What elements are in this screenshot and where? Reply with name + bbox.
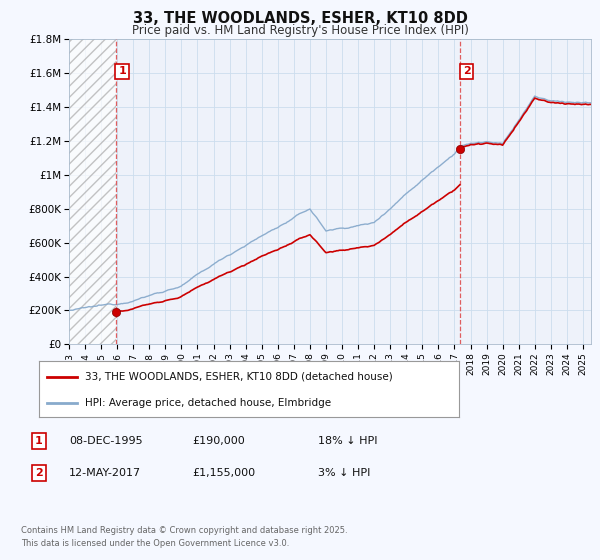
Text: 1: 1 bbox=[118, 67, 126, 76]
Text: £190,000: £190,000 bbox=[192, 436, 245, 446]
Text: 33, THE WOODLANDS, ESHER, KT10 8DD: 33, THE WOODLANDS, ESHER, KT10 8DD bbox=[133, 11, 467, 26]
Text: Price paid vs. HM Land Registry's House Price Index (HPI): Price paid vs. HM Land Registry's House … bbox=[131, 24, 469, 36]
Text: HPI: Average price, detached house, Elmbridge: HPI: Average price, detached house, Elmb… bbox=[85, 398, 331, 408]
Text: 12-MAY-2017: 12-MAY-2017 bbox=[69, 468, 141, 478]
Text: 08-DEC-1995: 08-DEC-1995 bbox=[69, 436, 143, 446]
Text: 33, THE WOODLANDS, ESHER, KT10 8DD (detached house): 33, THE WOODLANDS, ESHER, KT10 8DD (deta… bbox=[85, 372, 393, 382]
Text: £1,155,000: £1,155,000 bbox=[192, 468, 255, 478]
Text: 2: 2 bbox=[35, 468, 43, 478]
Text: 3% ↓ HPI: 3% ↓ HPI bbox=[318, 468, 370, 478]
Text: 2: 2 bbox=[463, 67, 470, 76]
Text: Contains HM Land Registry data © Crown copyright and database right 2025.
This d: Contains HM Land Registry data © Crown c… bbox=[21, 526, 347, 548]
Text: 18% ↓ HPI: 18% ↓ HPI bbox=[318, 436, 377, 446]
Text: 1: 1 bbox=[35, 436, 43, 446]
